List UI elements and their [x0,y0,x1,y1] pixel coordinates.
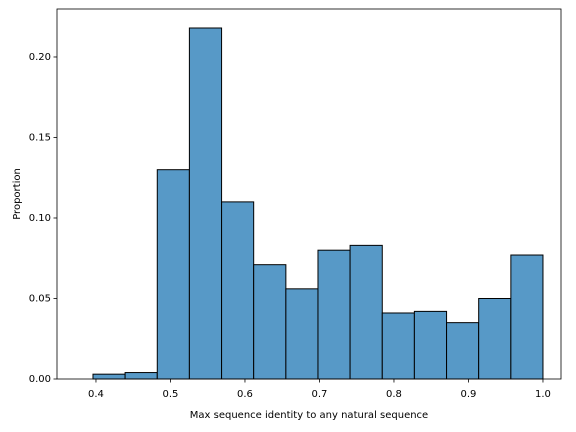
bar [446,322,480,380]
plot-frame [56,8,562,380]
bar [285,288,319,380]
y-tick-label: 0.20 [29,52,51,63]
x-tick-label: 0.4 [88,389,104,400]
x-tick-label: 0.6 [237,389,253,400]
bar [413,310,448,380]
bar [381,312,415,380]
x-tick-label: 0.5 [163,389,179,400]
bar [124,372,158,380]
y-tick-label: 0.05 [29,293,51,304]
x-tick-label: 0.8 [386,389,402,400]
x-axis-label: Max sequence identity to any natural seq… [190,410,428,421]
x-tick-label: 0.7 [312,389,328,400]
y-axis-label: Proportion [12,168,23,220]
bar [92,373,126,380]
y-tick-label: 0.00 [29,374,51,385]
y-tick-label: 0.15 [29,132,51,143]
bar [349,244,383,380]
x-tick-label: 1.0 [535,389,551,400]
bar [253,264,287,380]
y-tick-label: 0.10 [29,213,51,224]
bar [317,249,351,380]
bar [188,27,223,380]
bar [510,254,544,380]
x-tick-label: 0.9 [461,389,477,400]
bar [156,169,190,380]
bar [478,297,512,380]
bar [221,201,255,380]
